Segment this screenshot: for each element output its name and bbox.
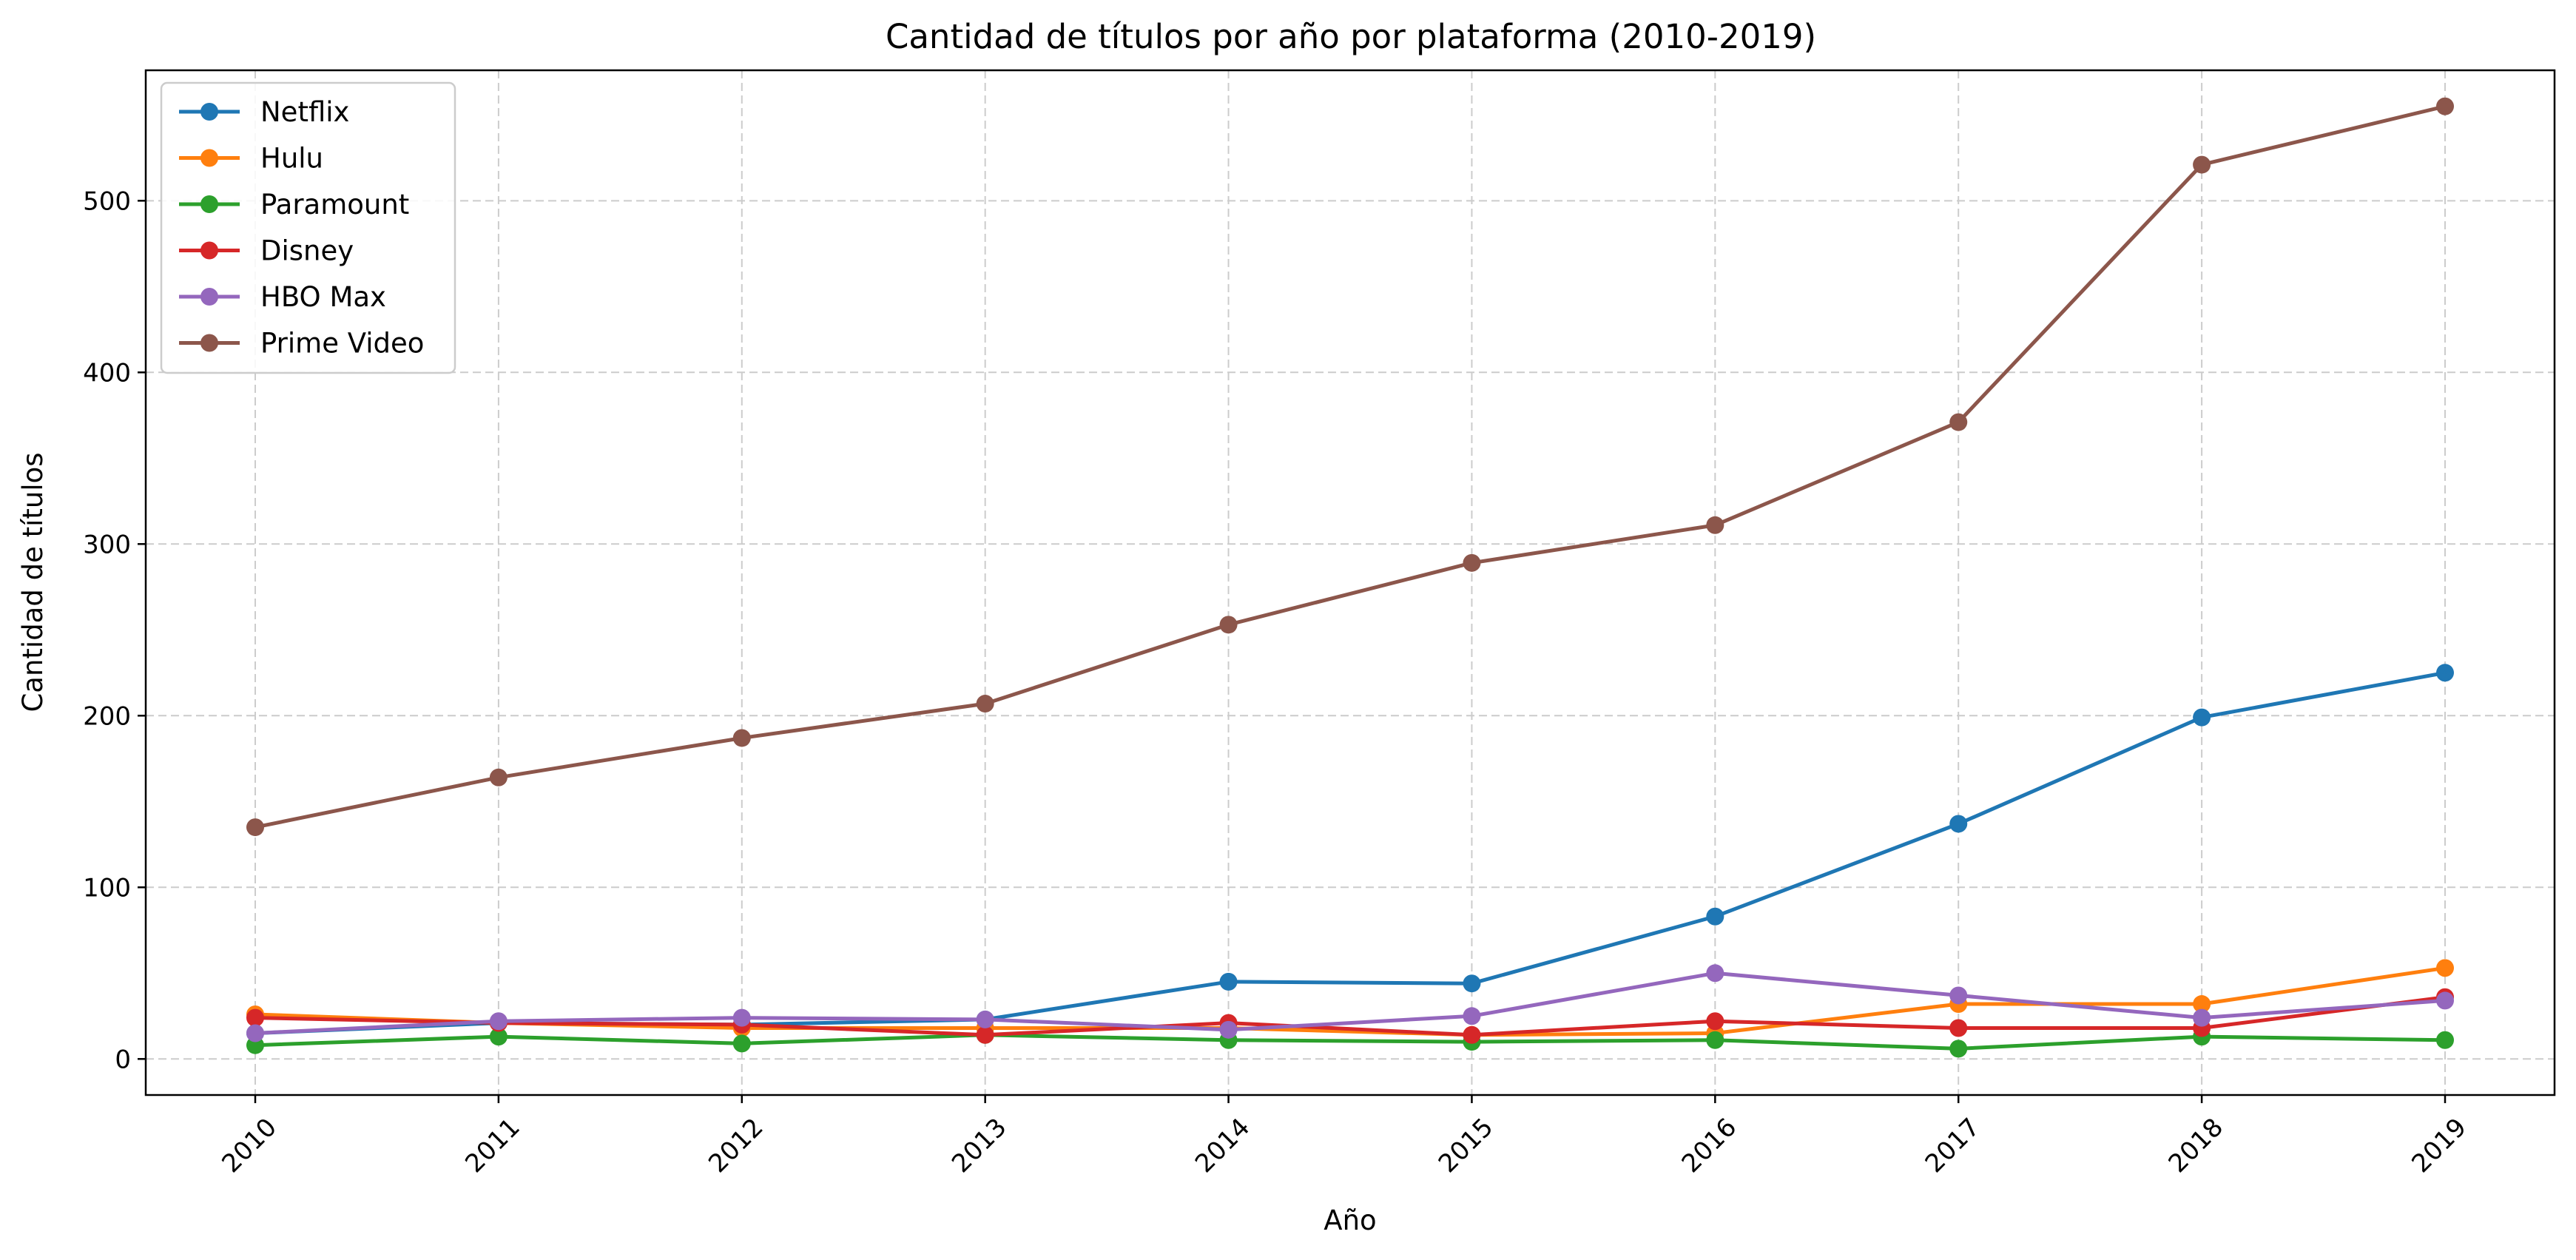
data-point-prime-video: [1706, 516, 1724, 534]
legend-label-netflix: Netflix: [260, 96, 349, 128]
y-tick-label: 0: [115, 1045, 131, 1074]
data-point-paramount: [489, 1028, 508, 1046]
data-point-hulu: [2436, 959, 2454, 977]
data-point-disney: [1463, 1025, 1481, 1044]
data-point-hbo-max: [732, 1008, 751, 1027]
y-axis-label: Cantidad de títulos: [17, 452, 49, 712]
data-point-paramount: [1949, 1040, 1968, 1058]
data-point-prime-video: [246, 818, 264, 837]
data-point-prime-video: [2436, 97, 2454, 115]
y-tick-label: 300: [83, 530, 131, 559]
data-point-prime-video: [1949, 413, 1968, 431]
data-point-netflix: [1706, 907, 1724, 926]
legend-marker-netflix: [200, 103, 218, 121]
data-point-prime-video: [2193, 155, 2211, 174]
x-axis-label: Año: [1324, 1205, 1376, 1236]
series-line-hbo-max: [253, 971, 2447, 1035]
data-point-hbo-max: [1463, 1007, 1481, 1025]
series-line-prime-video: [253, 104, 2447, 829]
data-point-prime-video: [489, 768, 508, 786]
data-point-hbo-max: [2436, 991, 2454, 1010]
y-tick-label: 400: [83, 358, 131, 388]
data-point-disney: [246, 1008, 264, 1027]
y-tick-label: 200: [83, 701, 131, 731]
data-point-disney: [976, 1025, 994, 1044]
data-point-netflix: [2193, 708, 2211, 727]
plot-area-frame: [144, 69, 2556, 1096]
y-axis-ticks: 0 100 200 300 400 500: [83, 186, 146, 1074]
legend-marker-paramount: [200, 195, 218, 213]
data-point-netflix: [2436, 664, 2454, 682]
series-hbo-max: [246, 964, 2454, 1042]
data-point-disney: [1949, 1019, 1968, 1037]
data-point-prime-video: [976, 695, 994, 713]
legend-marker-hbo-max: [200, 288, 218, 306]
legend-marker-prime-video: [200, 334, 218, 352]
legend-marker-hulu: [200, 149, 218, 167]
data-point-hbo-max: [246, 1024, 264, 1042]
legend-label-hbo-max: HBO Max: [260, 281, 386, 313]
data-point-paramount: [732, 1034, 751, 1053]
legend-label-disney: Disney: [260, 235, 354, 267]
legend-label-hulu: Hulu: [260, 143, 323, 175]
legend: Netflix Hulu Paramount Disney HBO Max Prime V…: [160, 81, 456, 374]
data-point-prime-video: [1463, 553, 1481, 572]
data-point-hbo-max: [1949, 986, 1968, 1005]
data-point-netflix: [1463, 974, 1481, 993]
data-point-paramount: [2436, 1031, 2454, 1049]
legend-marker-disney: [200, 241, 218, 260]
legend-box: [160, 81, 456, 374]
series-lines: [246, 97, 2454, 1058]
data-point-disney: [1706, 1012, 1724, 1031]
data-point-hbo-max: [2193, 1008, 2211, 1027]
y-tick-label: 100: [83, 873, 131, 903]
data-point-hulu: [2193, 995, 2211, 1014]
chart-title: Cantidad de títulos por año por platafor…: [886, 17, 1816, 56]
data-point-hbo-max: [489, 1012, 508, 1031]
legend-label-paramount: Paramount: [260, 189, 409, 220]
data-point-paramount: [1706, 1031, 1724, 1049]
series-line-paramount: [253, 1033, 2447, 1051]
series-prime-video: [246, 97, 2454, 837]
data-point-prime-video: [732, 729, 751, 747]
legend-label-prime-video: Prime Video: [260, 328, 424, 360]
data-point-prime-video: [1219, 616, 1238, 634]
data-point-hbo-max: [1219, 1020, 1238, 1039]
data-point-netflix: [1949, 815, 1968, 833]
data-point-hbo-max: [976, 1010, 994, 1028]
data-point-hbo-max: [1706, 964, 1724, 983]
y-tick-label: 500: [83, 186, 131, 216]
data-point-netflix: [1219, 972, 1238, 991]
series-line-disney: [253, 995, 2447, 1037]
